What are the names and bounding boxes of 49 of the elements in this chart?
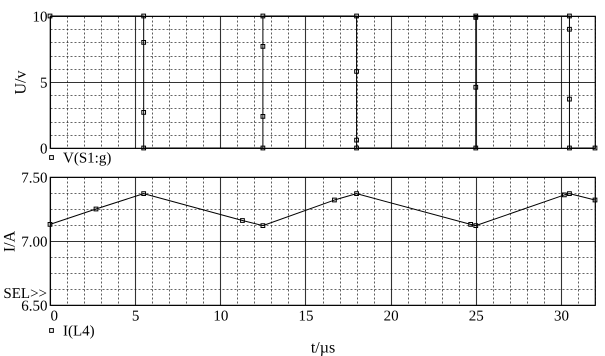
point — [567, 191, 572, 196]
x-axis-title: t/µs — [310, 340, 336, 356]
point — [354, 191, 359, 196]
point — [141, 40, 146, 45]
x-tick-label: 25 — [468, 308, 484, 324]
point — [354, 146, 359, 150]
point — [260, 114, 266, 119]
y-tick-label: 5 — [40, 76, 48, 92]
y-tick-label: 10 — [32, 10, 48, 26]
x-tick-label: 0 — [50, 308, 58, 324]
point — [240, 218, 245, 223]
y-axis-title: U/v — [12, 70, 30, 94]
point — [468, 222, 474, 227]
point — [260, 223, 266, 228]
x-tick-label: 5 — [132, 308, 140, 324]
point — [141, 191, 146, 196]
y-tick-label: 0 — [40, 142, 48, 158]
point — [562, 192, 567, 198]
legend-label: V(S1:g) — [63, 150, 112, 166]
point — [260, 44, 266, 49]
legend-label: I(L4) — [63, 324, 95, 340]
point — [567, 14, 572, 18]
y-tick-label: 7.00 — [21, 234, 48, 250]
x-tick-label: 20 — [384, 308, 399, 324]
point — [48, 222, 52, 227]
point — [354, 69, 359, 74]
x-tick-label: 30 — [554, 308, 569, 324]
point — [567, 96, 572, 102]
point — [354, 14, 359, 18]
point — [473, 223, 478, 228]
point — [473, 146, 478, 150]
point — [332, 198, 337, 202]
point — [141, 110, 146, 115]
point — [567, 146, 572, 150]
point — [592, 198, 598, 202]
point — [592, 146, 598, 150]
point — [567, 26, 572, 32]
x-tick-label: 15 — [298, 308, 314, 324]
y-tick-label: 7.50 — [21, 170, 48, 186]
point — [48, 14, 52, 18]
x-tick-label: 10 — [213, 308, 228, 324]
point — [94, 206, 98, 212]
point — [260, 146, 266, 150]
point — [473, 84, 478, 90]
point — [141, 14, 146, 18]
point — [260, 14, 266, 18]
point — [141, 146, 146, 150]
point — [354, 138, 359, 142]
y-axis-title: I/A — [1, 230, 18, 252]
